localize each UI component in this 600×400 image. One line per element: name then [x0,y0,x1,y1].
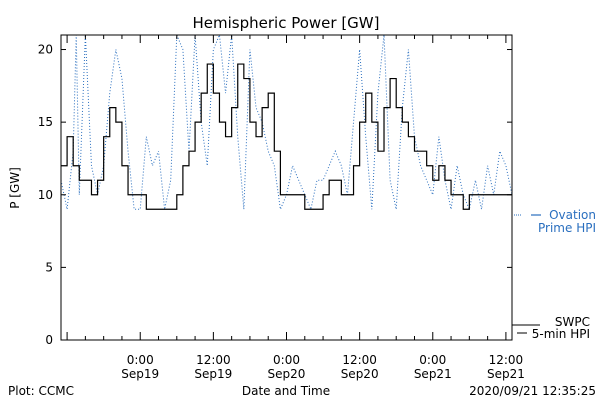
series-ovation-line [60,34,513,212]
footer-plot-credit: Plot: CCMC [8,384,74,398]
chart-title: Hemispheric Power [GW] [193,14,380,32]
legend-ovation: Ovation Prime HPI [514,208,596,235]
series-swpc-line [61,63,512,210]
x-tick-label-date: Sep20 [268,367,306,381]
y-tick-label: 5 [45,260,53,274]
legend-ovation-line2: Prime HPI [538,221,596,235]
y-axis-label: P [GW] [8,167,22,209]
x-tick-label-date: Sep20 [341,367,379,381]
x-tick-label-date: Sep19 [121,367,159,381]
x-tick-label-time: 12:00 [342,353,377,367]
x-tick-label-time: 0:00 [127,353,154,367]
legend-swpc-line2: 5-min HPI [532,327,590,341]
x-tick-label-time: 12:00 [489,353,524,367]
y-tick-label: 10 [38,188,53,202]
x-axis-ticks: 0:00Sep1912:00Sep190:00Sep2012:00Sep200:… [66,35,525,381]
plot-frame [60,34,513,341]
y-tick-label: 15 [38,115,53,129]
footer-timestamp: 2020/09/21 12:35:25 [469,384,596,398]
x-tick-label-date: Sep19 [194,367,232,381]
legend-swpc-line1: SWPC [555,315,590,329]
x-tick-label-time: 12:00 [196,353,231,367]
x-tick-label-time: 0:00 [273,353,300,367]
series-layer [60,34,513,212]
legend-ovation-line1: Ovation [549,208,596,222]
x-tick-label-time: 0:00 [419,353,446,367]
x-tick-label-date: Sep21 [487,367,525,381]
legend-swpc: SWPC 5-min HPI [512,315,590,341]
y-tick-label: 20 [38,43,53,57]
x-tick-label-date: Sep21 [414,367,452,381]
y-tick-label: 0 [45,333,53,347]
x-axis-label: Date and Time [242,384,330,398]
y-axis-ticks: 0 5 10 15 20 [38,43,512,347]
